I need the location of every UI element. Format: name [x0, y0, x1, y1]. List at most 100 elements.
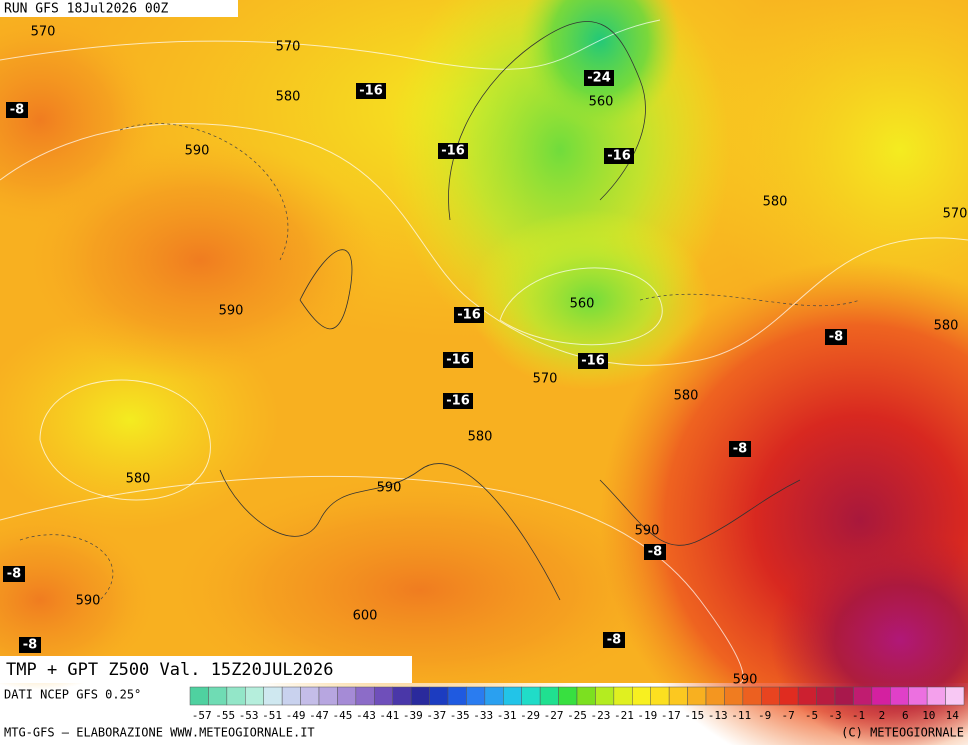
colorbar-label: -11: [731, 709, 751, 722]
temp-label: -16: [581, 354, 605, 369]
colorbar-label: -9: [758, 709, 771, 722]
map-title-box: [0, 656, 412, 683]
colorbar-label: -25: [567, 709, 587, 722]
colorbar-swatch: [318, 686, 338, 706]
temp-label: -8: [733, 442, 747, 457]
colorbar-label: -29: [520, 709, 540, 722]
colorbar-label: -27: [544, 709, 564, 722]
colorbar-label: -17: [661, 709, 681, 722]
source-label: DATI NCEP GFS 0.25°: [4, 688, 141, 702]
colorbar-label: -41: [379, 709, 399, 722]
contour-label: 560: [589, 95, 614, 110]
temp-label: -16: [607, 149, 631, 164]
contour-label: 580: [934, 319, 959, 334]
temp-label-box: [443, 393, 473, 409]
colorbar-label: -57: [192, 709, 212, 722]
colorbar-label: -5: [805, 709, 818, 722]
temp-label-box: [604, 148, 634, 164]
colorbar-label: -45: [333, 709, 353, 722]
colorbar-swatch: [484, 686, 504, 706]
colorbar-swatch: [871, 686, 891, 706]
colorbar-swatch: [576, 686, 596, 706]
colorbar-label: -21: [614, 709, 634, 722]
colorbar-swatch: [263, 686, 283, 706]
temp-label: -16: [441, 144, 465, 159]
temp-label: -16: [457, 308, 481, 323]
temp-label: -8: [829, 330, 843, 345]
colorbar-swatch: [447, 686, 467, 706]
contour-label: 580: [276, 90, 301, 105]
colorbar-swatch: [797, 686, 817, 706]
temp-label: -8: [7, 567, 21, 582]
temp-label-box: [443, 352, 473, 368]
contour-label: 600: [353, 609, 378, 624]
colorbar-swatch: [410, 686, 430, 706]
colorbar-label: -13: [708, 709, 728, 722]
colorbar-swatch: [466, 686, 486, 706]
colorbar-swatch: [890, 686, 909, 706]
contour-label: 580: [468, 430, 493, 445]
colorbar-swatch: [761, 686, 780, 706]
temp-label-box: [603, 632, 625, 648]
colorbar-label: -19: [637, 709, 657, 722]
contour-lines: [0, 19, 968, 684]
temp-label: -16: [446, 394, 470, 409]
contour-label: 570: [31, 25, 56, 40]
colorbar-swatch: [816, 686, 836, 706]
temp-label-box: [6, 102, 28, 118]
temp-label: -24: [587, 71, 611, 86]
colorbar-swatch: [245, 686, 264, 706]
colorbar-label: -51: [262, 709, 282, 722]
temp-label-box: [644, 544, 666, 560]
contour-label: 580: [763, 195, 788, 210]
colorbar-swatch: [908, 686, 928, 706]
colorbar-swatch: [650, 686, 670, 706]
credit-right: (C) METEOGIORNALE: [841, 726, 964, 740]
temp-label-box: [578, 353, 608, 369]
contour-label: 590: [76, 594, 101, 609]
colorbar-label: -31: [497, 709, 517, 722]
colorbar-label: -53: [239, 709, 259, 722]
contour-label: 570: [533, 372, 558, 387]
colorbar-swatch: [281, 686, 301, 706]
run-label: RUN GFS 18Jul2026 00Z: [4, 2, 169, 17]
colorbar-swatch: [208, 686, 228, 706]
colorbar-swatch: [724, 686, 744, 706]
colorbar-swatch: [926, 686, 946, 706]
colorbar-label: -47: [309, 709, 329, 722]
colorbar-label: -23: [591, 709, 611, 722]
contour-label: 560: [570, 297, 595, 312]
colorbar-swatch: [374, 686, 393, 706]
colorbar-label: -1: [852, 709, 865, 722]
colorbar-swatch: [429, 686, 449, 706]
contour-label: 590: [733, 673, 758, 688]
colorbar-label: -15: [684, 709, 704, 722]
contour-label: 580: [126, 472, 151, 487]
temp-label: -16: [446, 353, 470, 368]
run-label-box: [0, 0, 238, 17]
temp-label-box: [825, 329, 847, 345]
colorbar-label: 6: [902, 709, 909, 722]
colorbar-swatch: [558, 686, 578, 706]
temp-label-box: [454, 307, 484, 323]
colorbar-swatch: [834, 686, 854, 706]
temp-label: -16: [359, 84, 383, 99]
colorbar-swatch: [687, 686, 707, 706]
colorbar-swatch: [337, 686, 357, 706]
colorbar-label: 10: [922, 709, 935, 722]
temp-label-box: [729, 441, 751, 457]
colorbar: -57 -55 -53 -51 -49 -47 -45 -43 -41 -39 -37 -35 -33-…: [189, 686, 965, 722]
colorbar-swatch: [392, 686, 412, 706]
colorbar-swatch: [226, 686, 246, 706]
contour-label: 590: [185, 144, 210, 159]
temp-label: -8: [10, 103, 24, 118]
colorbar-label: -39: [403, 709, 423, 722]
colorbar-swatch: [632, 686, 651, 706]
colorbar-swatch: [613, 686, 633, 706]
colorbar-swatch: [742, 686, 762, 706]
colorbar-swatch: [300, 686, 320, 706]
colorbar-label: -35: [450, 709, 470, 722]
